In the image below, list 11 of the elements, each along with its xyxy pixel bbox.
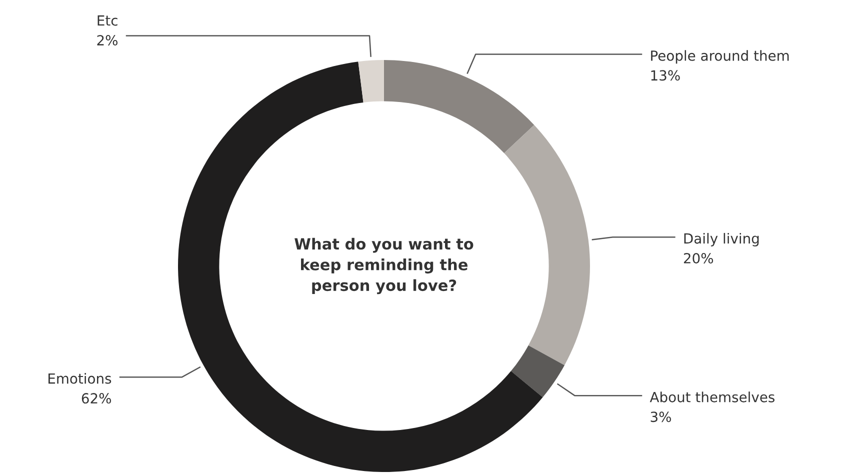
data-label: 62% <box>82 393 112 404</box>
data-label: 2% <box>97 35 118 46</box>
data-label: 13% <box>651 70 680 81</box>
data-label: 20% <box>684 252 714 264</box>
text: What do you want to keep reminding the person you love? <box>294 238 474 294</box>
slice-label: Etc <box>98 15 118 26</box>
data-label: 3% <box>650 412 672 422</box>
slice-label: About themselves <box>650 392 775 402</box>
slice-label: People around them <box>651 50 789 64</box>
slice-label: Daily living <box>684 232 759 246</box>
slice-label: Emotions <box>48 373 112 384</box>
